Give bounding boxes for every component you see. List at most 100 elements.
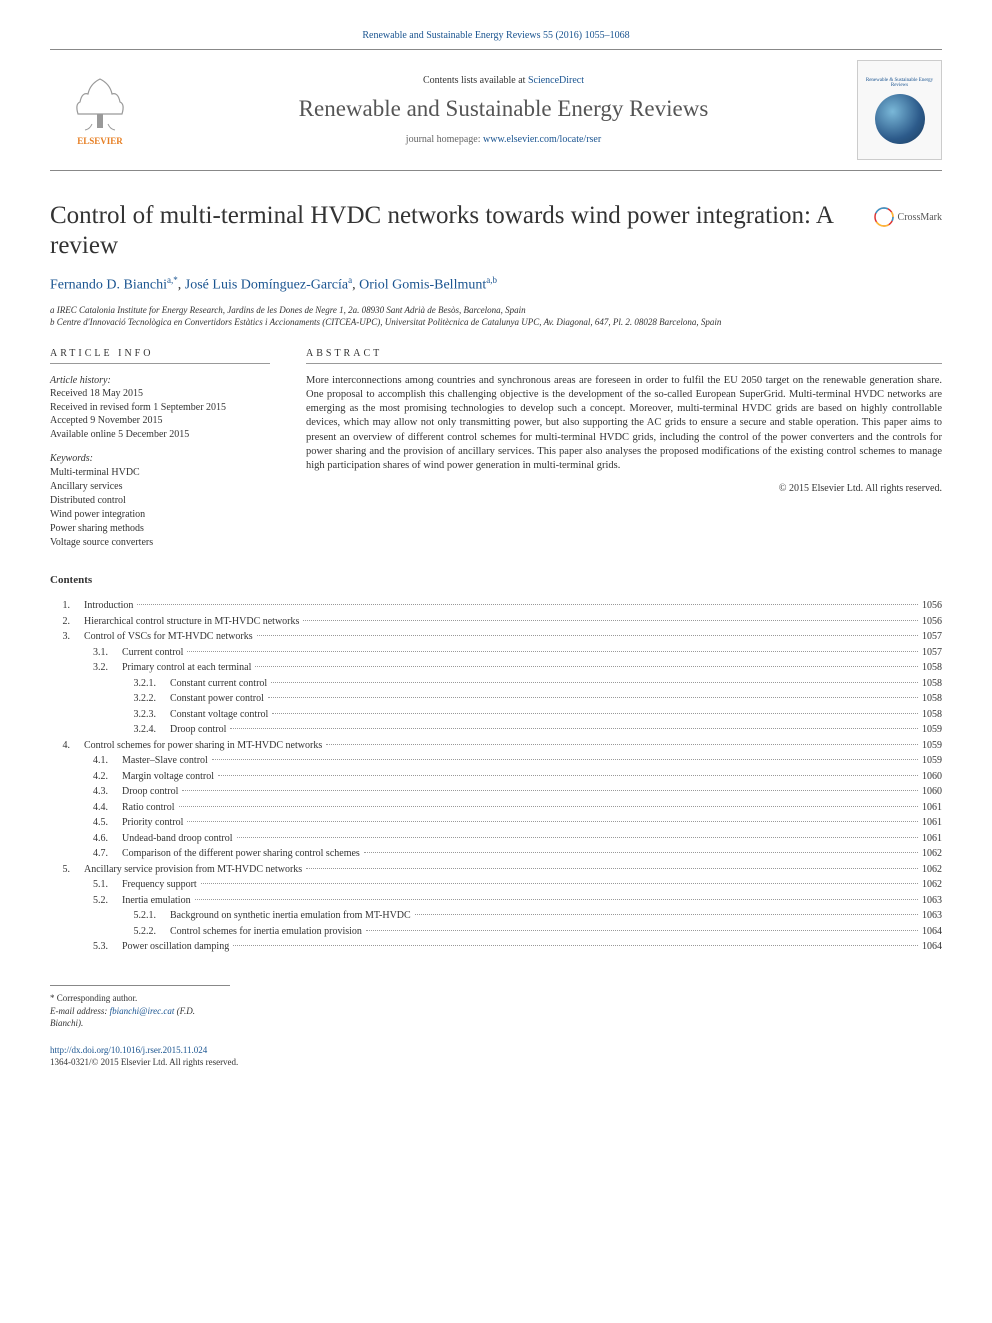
toc-entry[interactable]: 4. Control schemes for power sharing in M… — [50, 738, 942, 754]
toc-number: 4.3. — [82, 784, 108, 800]
toc-leader-dots — [179, 806, 919, 807]
toc-leader-dots — [237, 837, 918, 838]
toc-number: 5.1. — [82, 877, 108, 893]
toc-leader-dots — [415, 914, 918, 915]
toc-title: Margin voltage control — [122, 769, 214, 785]
toc-entry[interactable]: 5.2.Inertia emulation1063 — [50, 893, 942, 909]
corresponding-footer: * Corresponding author. E-mail address: … — [50, 985, 230, 1030]
toc-entry[interactable]: 5.2.2.Control schemes for inertia emulat… — [50, 924, 942, 940]
toc-title: Droop control — [122, 784, 178, 800]
toc-page: 1058 — [922, 676, 942, 692]
toc-leader-dots — [137, 604, 918, 605]
corresponding-email-link[interactable]: fbianchi@irec.cat — [110, 1006, 175, 1016]
journal-citation[interactable]: Renewable and Sustainable Energy Reviews… — [50, 30, 942, 41]
elsevier-label: ELSEVIER — [77, 136, 123, 146]
toc-page: 1059 — [922, 753, 942, 769]
toc-entry[interactable]: 3.2.2.Constant power control1058 — [50, 691, 942, 707]
affiliation-a: a IREC Catalonia Institute for Energy Re… — [50, 304, 942, 316]
toc-page: 1058 — [922, 660, 942, 676]
affiliations: a IREC Catalonia Institute for Energy Re… — [50, 304, 942, 328]
toc-page: 1059 — [922, 738, 942, 754]
contents-lists-prefix: Contents lists available at — [423, 75, 528, 86]
toc-entry[interactable]: 1.Introduction1056 — [50, 598, 942, 614]
toc-entry[interactable]: 4.6.Undead-band droop control1061 — [50, 831, 942, 847]
toc-number: 4.4. — [82, 800, 108, 816]
keyword-item: Distributed control — [50, 494, 270, 508]
keyword-item: Ancillary services — [50, 480, 270, 494]
toc-entry[interactable]: 3.2.3.Constant voltage control1058 — [50, 707, 942, 723]
history-online: Available online 5 December 2015 — [50, 428, 270, 442]
toc-entry[interactable]: 4.7.Comparison of the different power sh… — [50, 846, 942, 862]
toc-leader-dots — [212, 759, 918, 760]
toc-page: 1057 — [922, 645, 942, 661]
toc-title: Comparison of the different power sharin… — [122, 846, 360, 862]
toc-entry[interactable]: 3.2.Primary control at each terminal1058 — [50, 660, 942, 676]
toc-entry[interactable]: 5.1. Frequency support 1062 — [50, 877, 942, 893]
article-history: Article history: Received 18 May 2015 Re… — [50, 374, 270, 442]
doi-link[interactable]: http://dx.doi.org/10.1016/j.rser.2015.11… — [50, 1045, 207, 1055]
toc-entry[interactable]: 5.3.Power oscillation damping1064 — [50, 939, 942, 955]
crossmark-icon — [874, 207, 894, 227]
author-3[interactable]: Oriol Gomis-Bellmunt — [359, 278, 486, 293]
toc-title: Undead-band droop control — [122, 831, 233, 847]
toc-page: 1064 — [922, 924, 942, 940]
toc-page: 1062 — [922, 877, 942, 893]
toc-number: 4.1. — [82, 753, 108, 769]
article-info-header: article info — [50, 348, 270, 364]
toc-leader-dots — [303, 620, 918, 621]
toc-entry[interactable]: 4.1. Master–Slave control 1059 — [50, 753, 942, 769]
abstract-header: abstract — [306, 348, 942, 364]
toc-title: Control schemes for power sharing in MT-… — [84, 738, 322, 754]
toc-entry[interactable]: 4.2. Margin voltage control 1060 — [50, 769, 942, 785]
toc-leader-dots — [182, 790, 918, 791]
toc-title: Ratio control — [122, 800, 175, 816]
toc-leader-dots — [326, 744, 918, 745]
toc-entry[interactable]: 3.1.Current control1057 — [50, 645, 942, 661]
toc-title: Priority control — [122, 815, 183, 831]
toc-entry[interactable]: 3.Control of VSCs for MT-HVDC networks10… — [50, 629, 942, 645]
toc-entry[interactable]: 3.2.1.Constant current control1058 — [50, 676, 942, 692]
toc-number: 4.2. — [82, 769, 108, 785]
toc-entry[interactable]: 5.2.1.Background on synthetic inertia em… — [50, 908, 942, 924]
toc-title: Inertia emulation — [122, 893, 191, 909]
toc-number: 3.2.3. — [122, 707, 156, 723]
toc-entry[interactable]: 5.Ancillary service provision from MT-HV… — [50, 862, 942, 878]
toc-leader-dots — [195, 899, 918, 900]
toc-leader-dots — [364, 852, 918, 853]
toc-number: 4.5. — [82, 815, 108, 831]
toc-title: Constant power control — [170, 691, 264, 707]
toc-number: 4. — [50, 738, 70, 754]
keyword-item: Multi-terminal HVDC — [50, 466, 270, 480]
toc-entry[interactable]: 3.2.4.Droop control1059 — [50, 722, 942, 738]
email-label: E-mail address: — [50, 1006, 110, 1016]
history-accepted: Accepted 9 November 2015 — [50, 414, 270, 428]
toc-leader-dots — [255, 666, 918, 667]
toc-entry[interactable]: 4.4.Ratio control1061 — [50, 800, 942, 816]
toc-page: 1062 — [922, 862, 942, 878]
toc-title: Control of VSCs for MT-HVDC networks — [84, 629, 253, 645]
sciencedirect-link[interactable]: ScienceDirect — [528, 75, 584, 86]
crossmark-badge[interactable]: CrossMark — [874, 207, 942, 227]
toc-number: 3. — [50, 629, 70, 645]
homepage-prefix: journal homepage: — [406, 134, 483, 145]
toc-title: Hierarchical control structure in MT-HVD… — [84, 614, 299, 630]
toc-leader-dots — [187, 651, 918, 652]
abstract-text: More interconnections among countries an… — [306, 374, 942, 473]
keyword-item: Power sharing methods — [50, 522, 270, 536]
elsevier-tree-icon — [70, 74, 130, 134]
keyword-item: Wind power integration — [50, 508, 270, 522]
author-1[interactable]: Fernando D. Bianchi — [50, 278, 167, 293]
toc-entry[interactable]: 4.3.Droop control1060 — [50, 784, 942, 800]
homepage-link[interactable]: www.elsevier.com/locate/rser — [483, 134, 601, 145]
crossmark-label: CrossMark — [898, 212, 942, 223]
author-3-sup: a,b — [486, 275, 497, 285]
toc-entry[interactable]: 4.5.Priority control1061 — [50, 815, 942, 831]
author-2[interactable]: José Luis Domínguez-García — [185, 278, 348, 293]
toc-number: 3.2. — [82, 660, 108, 676]
issn-copyright: 1364-0321/© 2015 Elsevier Ltd. All right… — [50, 1056, 942, 1069]
toc-page: 1060 — [922, 769, 942, 785]
toc-title: Master–Slave control — [122, 753, 208, 769]
toc-page: 1063 — [922, 908, 942, 924]
toc-entry[interactable]: 2.Hierarchical control structure in MT-H… — [50, 614, 942, 630]
toc-title: Frequency support — [122, 877, 197, 893]
